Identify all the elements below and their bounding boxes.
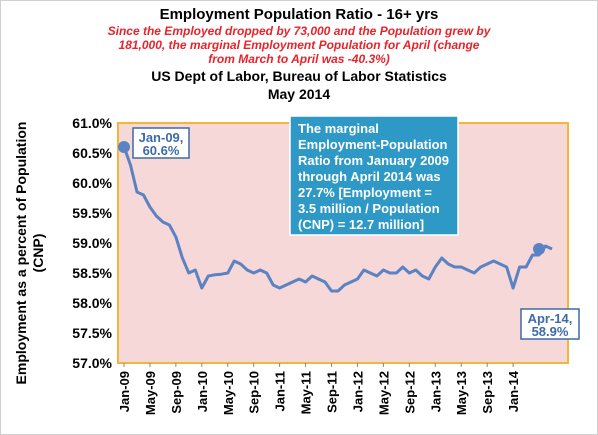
subtitle-line: 181,000, the marginal Employment Populat… <box>118 38 480 52</box>
x-tick-label: Sep-11 <box>325 371 340 413</box>
chart-title: Employment Population Ratio - 16+ yrs <box>159 6 439 23</box>
x-tick-label: May-10 <box>221 371 236 415</box>
y-tick-label: 58.5% <box>72 265 112 281</box>
x-tick-label: Jan-13 <box>428 371 443 412</box>
info-box-line: Ratio from January 2009 <box>298 153 449 168</box>
data-point-marker <box>533 243 546 255</box>
series-line <box>122 146 553 293</box>
x-tick-label: Sep-09 <box>169 371 184 414</box>
callout-box <box>132 127 190 159</box>
info-box <box>289 115 459 236</box>
y-axis-label: (CNP) <box>30 234 46 273</box>
x-tick-label: Jan-14 <box>506 370 521 412</box>
x-tick-label: Sep-13 <box>480 371 495 414</box>
info-box-line: through April 2014 was <box>298 169 441 184</box>
y-tick-label: 60.0% <box>72 175 112 191</box>
x-tick-label: Sep-12 <box>402 371 417 414</box>
callout-label: Jan-09, <box>139 130 184 145</box>
chart-subtitle: Since the Employed dropped by 73,000 and… <box>0 24 598 66</box>
y-tick-label: 59.5% <box>72 205 112 221</box>
x-tick-label: May-12 <box>376 371 391 415</box>
y-tick-label: 57.0% <box>72 355 112 371</box>
y-axis-label: Employment as a percent of Population <box>13 122 29 385</box>
info-box-line: 27.7% [Employment = <box>298 185 432 200</box>
callout-label: 60.6% <box>143 143 180 158</box>
y-tick-label: 57.5% <box>72 325 112 341</box>
x-tick-label: May-13 <box>454 371 469 415</box>
info-box-line: 3.5 million / Population <box>298 201 440 216</box>
y-tick-label: 60.5% <box>72 145 112 161</box>
data-point-marker <box>118 141 130 153</box>
x-tick-label: Jan-09 <box>117 371 132 412</box>
info-box-line: Employment-Population <box>298 137 448 152</box>
subtitle-line: Since the Employed dropped by 73,000 and… <box>107 24 491 38</box>
x-tick-label: Jan-11 <box>273 371 288 411</box>
chart-source: US Dept of Labor, Bureau of Labor Statis… <box>151 68 447 84</box>
callout-label: Apr-14, <box>528 311 573 326</box>
info-box-line: The marginal <box>298 121 379 136</box>
subtitle-line: from March to April was -40.3%) <box>208 52 390 66</box>
y-tick-label: 61.0% <box>72 115 112 131</box>
x-tick-label: Sep-10 <box>247 371 262 414</box>
y-tick-label: 58.0% <box>72 295 112 311</box>
chart-date: May 2014 <box>267 86 331 102</box>
x-tick-label: Jan-12 <box>350 371 365 412</box>
x-tick-label: Jan-10 <box>195 371 210 412</box>
y-tick-label: 59.0% <box>72 235 112 251</box>
x-tick-label: May-09 <box>143 371 158 415</box>
callout-label: 58.9% <box>532 324 569 339</box>
info-box-line: (CNP) = 12.7 million] <box>298 217 424 232</box>
callout-box <box>520 308 580 340</box>
x-tick-label: May-11 <box>299 371 314 414</box>
